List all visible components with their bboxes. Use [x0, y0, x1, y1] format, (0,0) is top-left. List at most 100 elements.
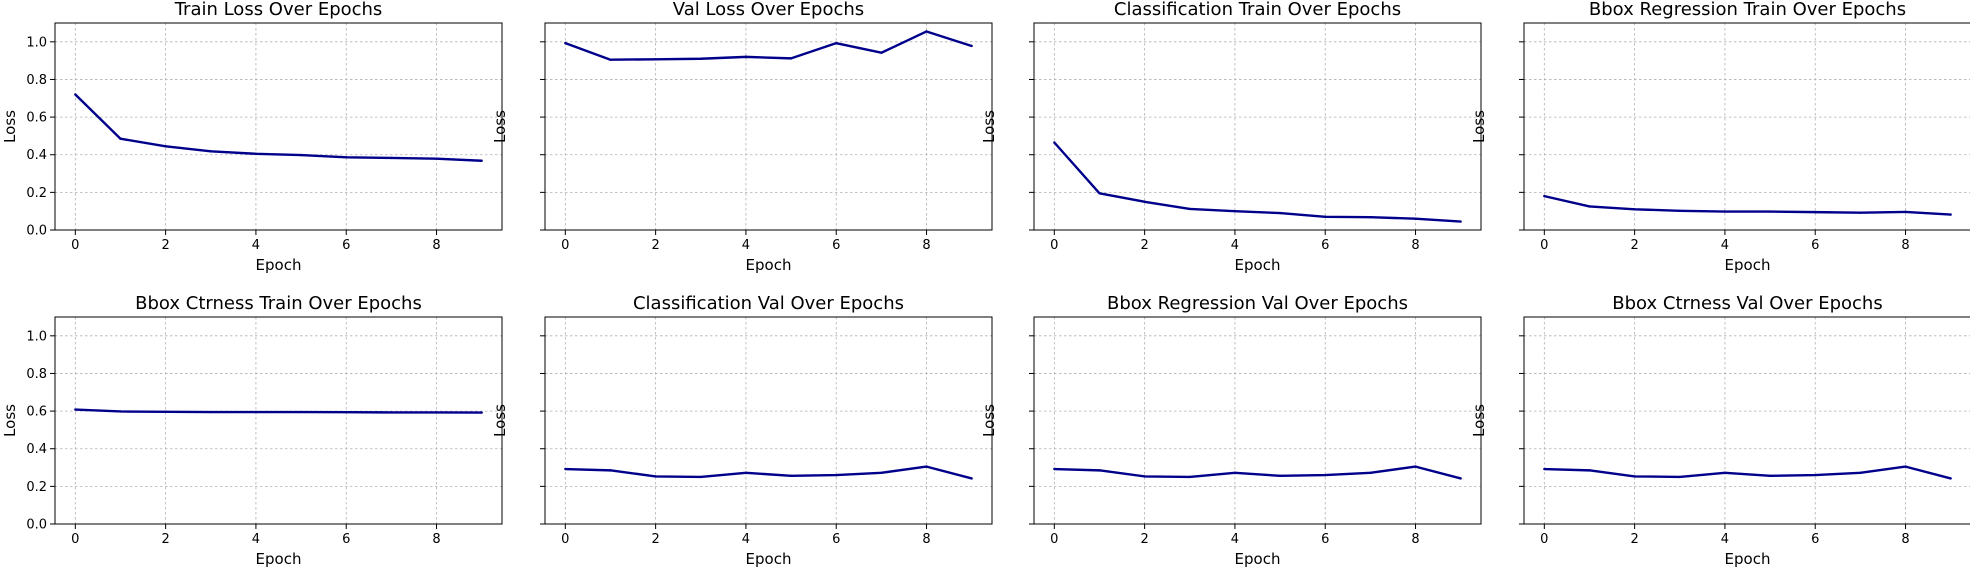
chart-2-point [835, 41, 838, 45]
chart-5-ytick-label: 0.8 [26, 367, 47, 382]
chart-1-ytick-label: 1.0 [26, 35, 47, 50]
chart-3: 0 2 4 6 8 Classification Train Over Epochs Epo… [980, 0, 1482, 274]
chart-2-point [744, 55, 748, 59]
chart-1-series-line [74, 93, 482, 162]
chart-5-point [74, 408, 77, 411]
chart-6-point [789, 474, 793, 478]
chart-4-title: Bbox Regression Train Over Epochs [1589, 0, 1906, 20]
chart-2-xtick-label: 8 [922, 238, 930, 253]
chart-1-ytick-label: 0.6 [26, 111, 47, 126]
chart-5-ytick-label: 0.4 [26, 442, 47, 457]
chart-3-point [1233, 209, 1237, 213]
chart-3-xtick-label: 0 [1050, 238, 1058, 253]
chart-8-point [1859, 471, 1862, 475]
chart-2-xtick-label: 4 [742, 238, 750, 253]
chart-7-xtick-label: 4 [1231, 532, 1239, 547]
chart-2-point [609, 58, 612, 61]
chart-3-point [1369, 216, 1372, 219]
chart-2-point [564, 41, 567, 45]
chart-7-frame [1033, 316, 1482, 525]
chart-5-point [164, 410, 167, 414]
chart-6-point [970, 477, 973, 480]
chart-4-xtick-label: 2 [1630, 238, 1638, 253]
chart-1-point [299, 153, 303, 157]
chart-8-frame [1523, 316, 1970, 525]
chart-8-point [1949, 477, 1952, 480]
chart-8-xtick-label: 6 [1811, 532, 1819, 547]
chart-7-point [1414, 465, 1417, 468]
chart-5-xtick-label: 6 [342, 532, 350, 547]
chart-7-title: Bbox Regression Val Over Epochs [1107, 293, 1408, 314]
chart-6-xtick-label: 8 [922, 532, 930, 547]
chart-2-ylabel: Loss [491, 110, 509, 143]
chart-3-point [1278, 211, 1282, 215]
chart-6-ylabel: Loss [491, 404, 509, 437]
chart-8-point [1904, 465, 1907, 468]
chart-4-point [1859, 211, 1862, 214]
chart-6-point [564, 467, 567, 471]
chart-7-xtick-label: 6 [1321, 532, 1329, 547]
chart-6-point [925, 465, 928, 468]
chart-2-point [880, 51, 883, 54]
chart-1-point [119, 137, 122, 140]
chart-5-point [119, 410, 122, 413]
chart-6-point [654, 475, 657, 478]
chart-2-series-line [564, 30, 973, 61]
chart-5-xtick-label: 0 [71, 532, 79, 547]
chart-1-ytick-label: 0.0 [26, 224, 47, 239]
chart-4-point [1678, 209, 1681, 213]
chart-3-point [1053, 141, 1056, 144]
chart-5-point [345, 411, 348, 414]
chart-3-point [1459, 220, 1462, 223]
chart-3-point [1188, 207, 1191, 211]
chart-2-point [654, 58, 657, 61]
chart-7-xtick-label: 8 [1411, 532, 1419, 547]
chart-1: 0 2 4 6 8 0.0 0.2 0.4 0.6 0.8 1.0 Train Loss Over E… [1, 0, 503, 274]
chart-1-xtick-label: 6 [342, 238, 350, 253]
chart-4-point [1543, 194, 1546, 198]
chart-3-xlabel: Epoch [1235, 256, 1281, 274]
chart-1-xlabel: Epoch [256, 256, 302, 274]
chart-6: 0 2 4 6 8 Classification Val Over Epochs Epoch… [491, 293, 993, 568]
chart-6-point [880, 471, 883, 475]
chart-6-series-line [565, 465, 972, 480]
chart-7-point [1459, 477, 1462, 480]
chart-3-title: Classification Train Over Epochs [1114, 0, 1401, 20]
chart-1-point [480, 159, 483, 162]
chart-3-series-line [1053, 141, 1461, 223]
chart-7-point [1188, 475, 1191, 479]
chart-1-xtick-label: 4 [252, 238, 260, 253]
chart-4-frame [1523, 22, 1970, 231]
chart-6-point [744, 471, 748, 475]
chart-1-ylabel: Loss [1, 110, 19, 143]
chart-5-point [480, 411, 483, 414]
chart-1-point [435, 157, 438, 160]
chart-5-xlabel: Epoch [256, 550, 302, 568]
chart-2-point [789, 57, 793, 60]
chart-8-point [1768, 474, 1772, 478]
chart-7-point [1143, 475, 1146, 478]
chart-4-xtick-label: 0 [1540, 238, 1548, 253]
chart-6-point [609, 469, 612, 472]
chart-8-point [1814, 473, 1817, 477]
chart-5-point [299, 410, 303, 414]
chart-1-point [74, 93, 77, 96]
chart-6-point [699, 475, 702, 479]
chart-7-xtick-label: 0 [1050, 532, 1058, 547]
chart-8-xtick-label: 0 [1540, 532, 1548, 547]
chart-5-xtick-label: 8 [432, 532, 440, 547]
chart-6-frame [544, 316, 993, 525]
chart-8-point [1543, 467, 1546, 471]
chart-1-ytick-label: 0.8 [26, 73, 47, 88]
chart-8-xtick-label: 4 [1721, 532, 1729, 547]
chart-2-xlabel: Epoch [746, 256, 792, 274]
chart-1-frame [54, 22, 503, 231]
chart-2-point [925, 30, 928, 33]
chart-7-point [1324, 473, 1327, 477]
chart-3-xtick-label: 2 [1140, 238, 1148, 253]
chart-7-ylabel: Loss [980, 404, 998, 437]
chart-3-frame [1033, 22, 1482, 231]
chart-1-xtick-label: 8 [432, 238, 440, 253]
chart-7-point [1053, 467, 1056, 471]
chart-6-point [835, 473, 838, 477]
